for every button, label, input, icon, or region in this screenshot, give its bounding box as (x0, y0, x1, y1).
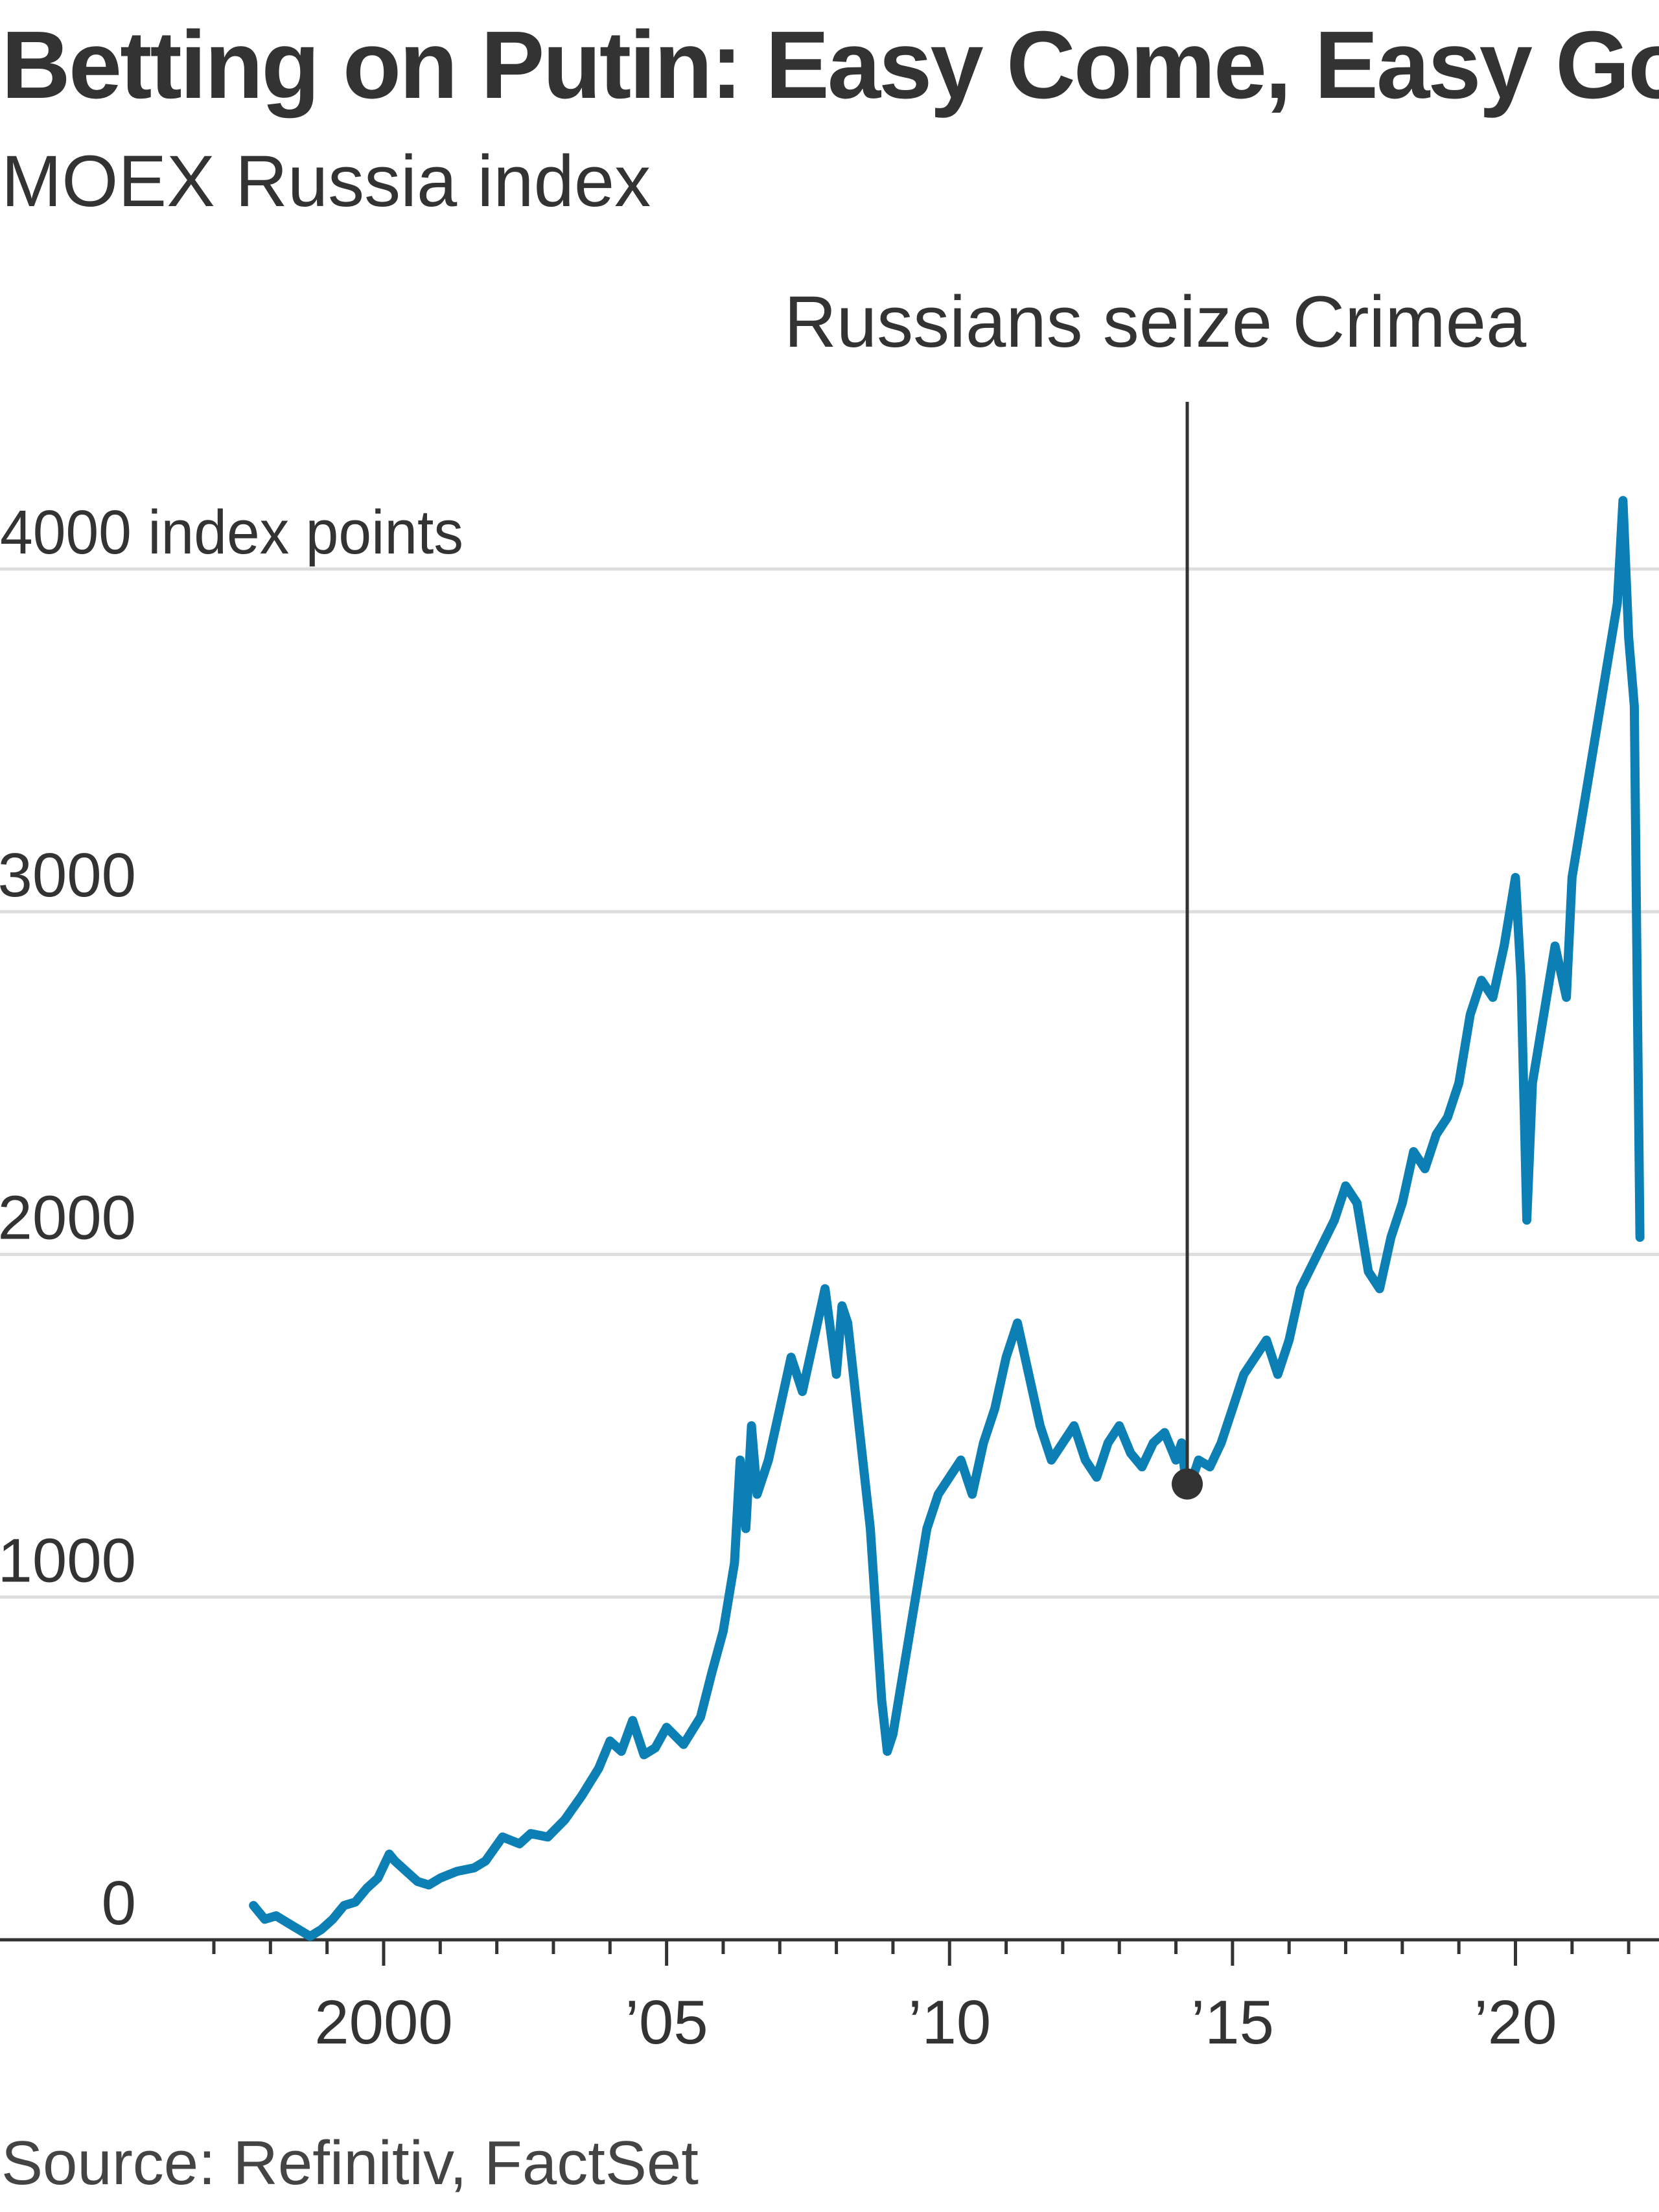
y-tick-label: 3000 (0, 841, 136, 910)
x-tick-label: ’15 (1191, 1988, 1274, 2057)
x-tick-label: 2000 (314, 1988, 453, 2057)
y-axis-ticks: 0 1000 2000 3000 4000 index points (0, 498, 463, 1938)
y-tick-label: 0 (102, 1869, 136, 1938)
annotation-label: Russians seize Crimea (784, 281, 1527, 362)
y-tick-label: 4000 index points (0, 498, 463, 567)
series-line (249, 496, 1645, 1941)
annotation-layer: Russians seize Crimea (784, 281, 1527, 1500)
chart-subtitle: MOEX Russia index (1, 141, 651, 222)
x-tick-label: ’20 (1474, 1988, 1557, 2057)
annotation-marker (1172, 1468, 1203, 1500)
y-tick-label: 1000 (0, 1526, 136, 1595)
x-tick-label: ’05 (625, 1988, 708, 2057)
series-layer (249, 496, 1645, 1941)
x-tick-label: ’10 (908, 1988, 991, 2057)
source-note: Source: Refinitiv, FactSet (1, 2128, 699, 2198)
chart-title: Betting on Putin: Easy Come, Easy Go (1, 12, 1659, 119)
y-tick-label: 2000 (0, 1183, 136, 1253)
x-axis: 2000 ’05 ’10 ’15 ’20 (0, 1938, 1659, 2057)
grid-lines (0, 567, 1659, 1599)
